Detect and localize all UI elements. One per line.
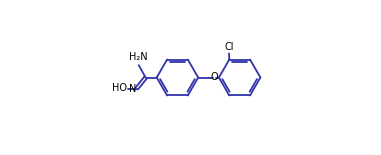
Text: Cl: Cl: [224, 42, 234, 52]
Text: N: N: [129, 84, 136, 94]
Text: HO: HO: [112, 83, 127, 93]
Text: O: O: [210, 72, 218, 82]
Text: H₂N: H₂N: [129, 52, 147, 62]
